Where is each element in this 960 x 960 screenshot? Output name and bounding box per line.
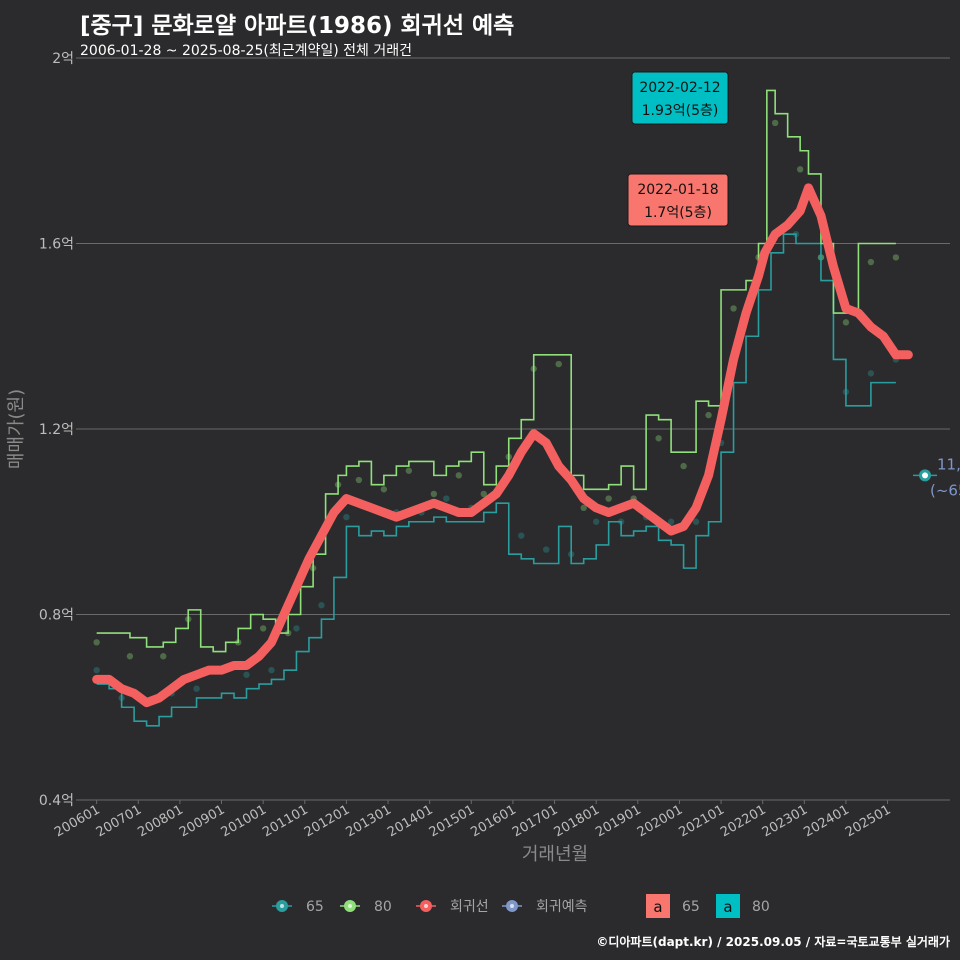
label-legend-label: 80 <box>752 899 770 915</box>
scatter-point <box>692 518 700 525</box>
forecast-point-center <box>922 472 929 479</box>
legend-label: 80 <box>374 899 392 915</box>
legend-key-dot <box>280 904 284 908</box>
forecast-area-label: (~65㎡) <box>930 481 960 499</box>
y-tick-label: 1.2억 <box>39 422 74 438</box>
scatter-point <box>796 166 804 173</box>
scatter-point <box>268 666 275 674</box>
scatter-point <box>842 319 850 326</box>
scatter-point <box>343 513 350 521</box>
y-tick-label: 0.4억 <box>39 793 74 809</box>
legend-key-dot <box>510 904 514 908</box>
scatter-point <box>160 653 167 660</box>
scatter-point <box>592 518 600 525</box>
x-tick-label: 201901 <box>593 802 643 840</box>
x-tick-label: 201401 <box>385 802 435 840</box>
x-tick-label: 201701 <box>510 802 560 840</box>
x-tick-label: 202101 <box>677 802 727 840</box>
y-tick-label: 1.6억 <box>39 237 74 253</box>
scatter-point <box>680 462 687 470</box>
scatter-point <box>543 546 550 553</box>
scatter-point <box>605 495 612 502</box>
scatter-point <box>126 653 134 660</box>
scatter-point <box>771 119 779 127</box>
scatter-point <box>93 666 100 674</box>
x-tick-label: 202301 <box>760 802 810 840</box>
series-65-line <box>96 233 896 727</box>
scatter-point <box>867 258 875 266</box>
x-tick-label: 201501 <box>427 802 477 840</box>
x-tick-label: 201201 <box>302 802 352 840</box>
scatter-point <box>667 518 675 525</box>
label-legend-glyph: a <box>653 898 662 916</box>
regression-line <box>92 183 913 708</box>
scatter-point <box>480 490 487 498</box>
legend-label: 회귀예측 <box>536 899 588 915</box>
scatter-point <box>867 370 875 377</box>
scatter-point <box>380 486 388 493</box>
x-tick-label: 201301 <box>344 802 394 840</box>
x-axis-title: 거래년월 <box>522 844 588 865</box>
legend-label: 회귀선 <box>450 899 489 915</box>
annotation-value: 1.93억(5층) <box>642 103 719 119</box>
legend-key-dot <box>424 904 428 908</box>
scatter-point <box>405 467 413 474</box>
legend-key-dot <box>348 904 352 908</box>
label-legend-swatch <box>716 894 740 918</box>
scatter-point <box>518 532 525 539</box>
scatter-point <box>318 602 325 609</box>
scatter-point <box>193 685 200 692</box>
x-tick-label: 202401 <box>801 802 851 840</box>
scatter-point <box>259 625 267 632</box>
x-tick-label: 200801 <box>135 802 185 840</box>
label-legend-label: 65 <box>682 899 700 915</box>
scatter-point <box>93 639 100 646</box>
legend-label: 65 <box>306 899 324 915</box>
annotation-value: 1.7억(5층) <box>644 205 712 221</box>
scatter-point <box>892 254 900 261</box>
scatter-point <box>580 504 587 512</box>
label-legend-glyph: a <box>723 898 732 916</box>
x-tick-label: 201101 <box>260 802 310 840</box>
x-tick-label: 202501 <box>843 802 893 840</box>
y-tick-label: 0.8억 <box>39 608 74 624</box>
annotation-box <box>631 71 729 125</box>
y-tick-label: 2억 <box>52 51 74 67</box>
x-tick-label: 202201 <box>718 802 768 840</box>
y-axis-title: 매매가(원) <box>6 389 27 469</box>
x-tick-label: 202001 <box>635 802 685 840</box>
scatter-point <box>243 671 250 678</box>
scatter-point <box>705 411 712 419</box>
scatter-point <box>730 305 737 312</box>
x-tick-label: 201601 <box>468 802 518 840</box>
annotation-date: 2022-01-18 <box>637 182 718 198</box>
scatter-point <box>655 435 662 442</box>
credit-text: ©디아파트(dapt.kr) / 2025.09.05 / 자료=국토교통부 실… <box>596 935 950 949</box>
chart-subtitle: 2006-01-28 ~ 2025-08-25(최근계약일) 전체 거래건 <box>80 43 412 59</box>
scatter-point <box>455 472 463 479</box>
annotation-date: 2022-02-12 <box>639 80 720 96</box>
scatter-point <box>443 495 450 502</box>
scatter-point <box>430 490 438 498</box>
forecast-price-label: 11,000 <box>937 455 960 473</box>
x-tick-label: 200901 <box>177 802 227 840</box>
chart-title: [중구] 문화로얄 아파트(1986) 회귀선 예측 <box>80 13 515 39</box>
annotation-box <box>627 173 729 227</box>
scatter-point <box>355 476 363 484</box>
x-tick-label: 201801 <box>552 802 602 840</box>
scatter-point <box>293 625 300 632</box>
x-tick-label: 201001 <box>219 802 269 840</box>
scatter-point <box>555 360 562 368</box>
x-tick-label: 200701 <box>94 802 144 840</box>
series-80-line <box>96 89 896 653</box>
label-legend-swatch <box>646 894 670 918</box>
